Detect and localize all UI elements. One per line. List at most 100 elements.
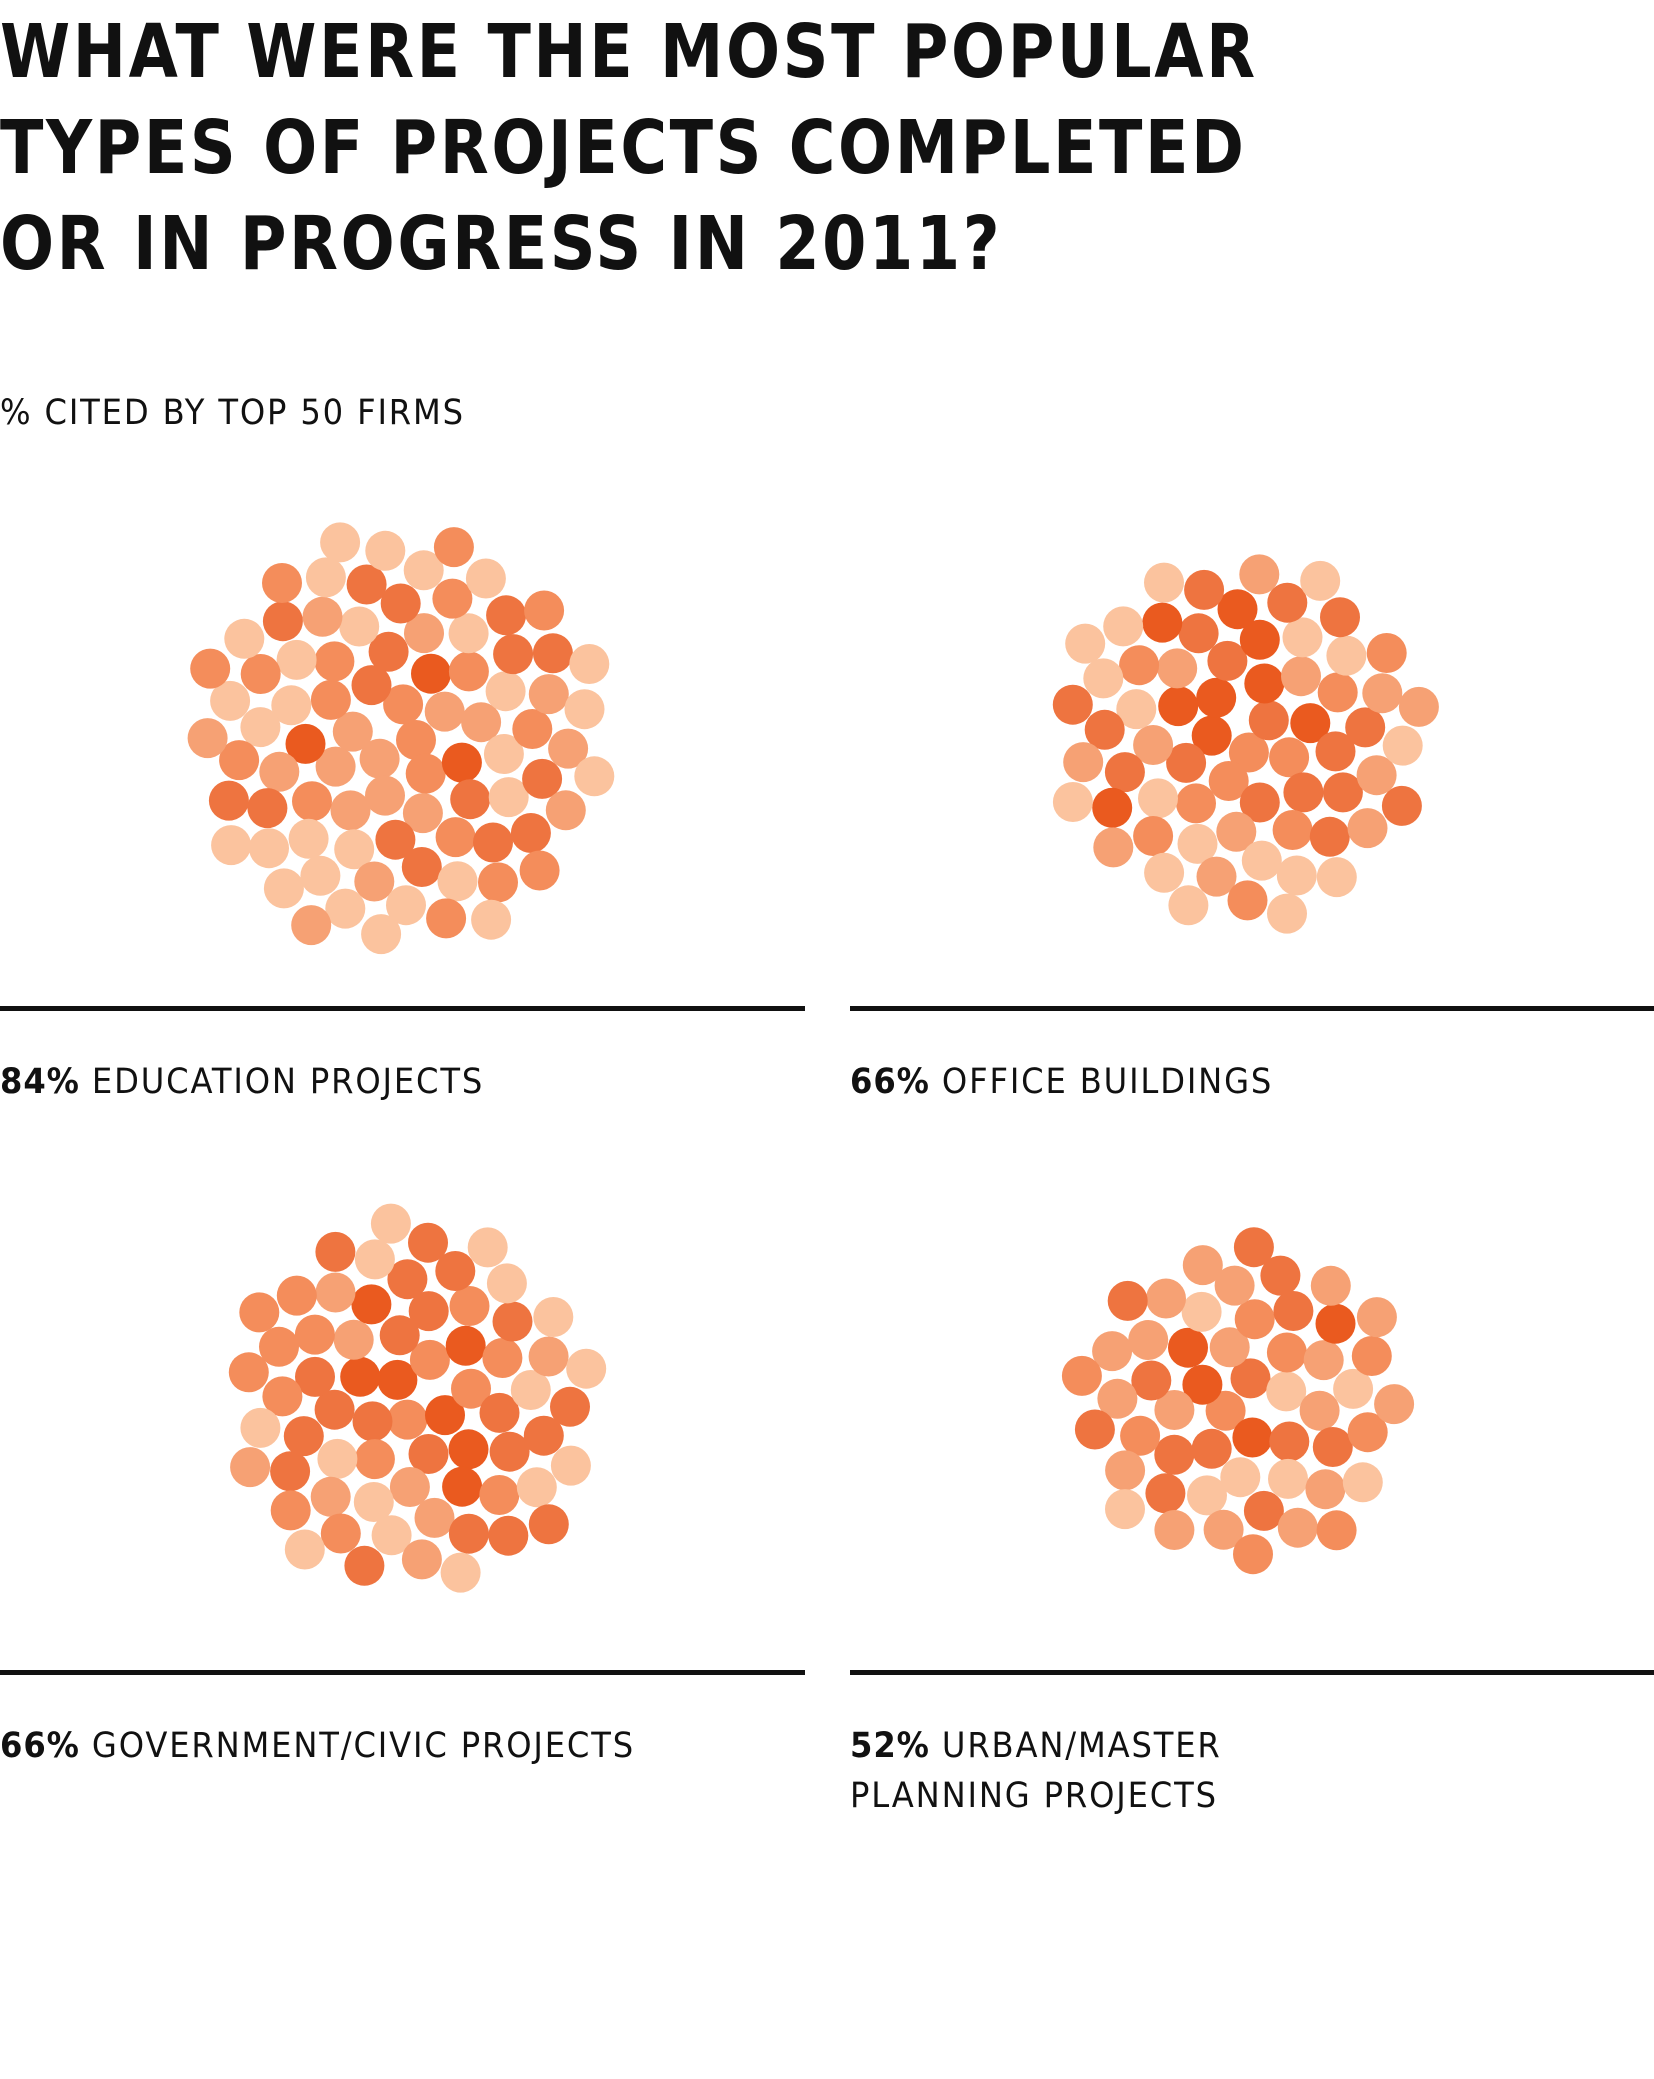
dot-mark: [262, 1376, 303, 1417]
dot-mark: [1312, 1427, 1353, 1467]
dot-mark: [1267, 582, 1308, 623]
title-line-3: OR IN PROGRESS IN 2011?: [0, 201, 1003, 287]
dot-mark: [433, 527, 474, 568]
dot-mark: [387, 1399, 428, 1440]
dot-mark: [1168, 885, 1209, 926]
divider-rule: [850, 1006, 1654, 1011]
dot-mark: [1191, 1428, 1232, 1469]
dot-mark: [276, 1275, 317, 1316]
dot-mark: [240, 707, 281, 748]
dot-mark: [1131, 1360, 1172, 1401]
title-line-1: WHAT WERE THE MOST POPULAR: [0, 9, 1258, 95]
dot-mark: [485, 671, 526, 712]
dot-mark: [435, 1251, 476, 1291]
category-label: EDUCATION PROJECTS: [91, 1062, 485, 1102]
dot-mark: [351, 1284, 392, 1325]
dot-mark: [401, 1539, 442, 1580]
dot-mark: [1146, 1278, 1186, 1319]
dot-mark: [404, 613, 444, 654]
dot-mark: [240, 654, 281, 694]
dot-mark: [1074, 1409, 1115, 1450]
dot-mark: [1120, 1415, 1161, 1456]
dot-mark: [315, 746, 356, 787]
dot-mark: [302, 596, 343, 637]
dot-mark: [411, 653, 451, 694]
dot-mark: [1269, 1421, 1310, 1462]
dot-mark: [1356, 1297, 1397, 1338]
dot-mark: [448, 1513, 489, 1554]
dot-cluster-education: [187, 522, 615, 955]
dot-mark: [1310, 1265, 1351, 1306]
dot-mark: [344, 1545, 385, 1586]
dot-mark: [564, 689, 605, 730]
dot-mark: [271, 685, 312, 726]
dot-mark: [1182, 1245, 1223, 1286]
title-line-2: TYPES OF PROJECTS COMPLETED: [0, 105, 1247, 191]
dot-mark: [386, 885, 426, 926]
dot-mark: [1209, 1327, 1250, 1368]
dot-mark: [524, 590, 565, 631]
dot-mark: [1145, 1473, 1186, 1514]
dot-mark: [1317, 672, 1358, 713]
dot-mark: [283, 1416, 324, 1457]
dot-mark: [473, 822, 513, 863]
dot-mark: [424, 691, 465, 732]
dot-mark: [401, 847, 442, 887]
caption-line-2: PLANNING PROJECTS: [850, 1776, 1218, 1816]
dot-mark: [1182, 1364, 1223, 1405]
dot-mark: [486, 1263, 527, 1304]
dot-mark: [1374, 1384, 1415, 1425]
dot-mark: [435, 817, 476, 858]
dot-mark: [383, 684, 424, 725]
dot-mark: [1398, 686, 1439, 727]
dot-mark: [425, 1395, 465, 1436]
dot-mark: [1154, 1390, 1195, 1430]
chart-panel-education: 84% EDUCATION PROJECTS: [0, 482, 810, 1162]
dot-mark: [1157, 648, 1198, 689]
dot-mark: [1233, 1534, 1273, 1575]
chart-panel-government: 66% GOVERNMENT/CIVIC PROJECTS: [0, 1146, 810, 1826]
dot-mark: [219, 740, 260, 781]
dot-mark: [1347, 808, 1388, 849]
dot-mark: [450, 779, 491, 820]
dot-mark: [1266, 1332, 1307, 1373]
dot-mark: [451, 1368, 491, 1409]
dot-mark: [361, 914, 402, 955]
dot-mark: [380, 583, 421, 624]
chart-caption-urban: 52% URBAN/MASTER PLANNING PROJECTS: [850, 1721, 1222, 1821]
value-label: 52%: [850, 1726, 930, 1766]
dot-mark: [1342, 1462, 1383, 1503]
dot-mark: [389, 1467, 430, 1507]
dot-mark: [230, 1447, 271, 1488]
divider-rule: [850, 1670, 1654, 1675]
dot-mark: [486, 595, 527, 636]
dot-mark: [465, 558, 506, 599]
dot-mark: [489, 1431, 530, 1472]
dot-mark: [1272, 810, 1313, 850]
dot-mark: [1322, 772, 1363, 813]
dot-mark: [1243, 1490, 1284, 1531]
dot-mark: [1133, 816, 1174, 856]
dot-mark: [545, 790, 586, 831]
dot-mark: [408, 1222, 448, 1263]
dot-mark: [1333, 1368, 1374, 1409]
category-label: URBAN/MASTER: [941, 1726, 1222, 1766]
dot-mark: [1239, 554, 1280, 595]
dot-mark: [263, 868, 304, 909]
dot-mark: [1107, 1280, 1148, 1321]
dot-mark: [353, 1482, 394, 1522]
caption-line-1: 52% URBAN/MASTER: [850, 1721, 1222, 1771]
dot-mark: [1168, 1327, 1208, 1368]
dot-mark: [493, 634, 534, 675]
dot-mark: [1061, 1355, 1102, 1396]
dot-mark: [240, 1407, 281, 1448]
dot-mark: [1282, 617, 1323, 658]
dot-mark: [1227, 880, 1268, 921]
dot-mark: [488, 777, 529, 818]
dot-mark: [1309, 816, 1350, 857]
chart-panel-urban: 52% URBAN/MASTER PLANNING PROJECTS: [850, 1146, 1654, 1826]
dot-mark: [441, 742, 482, 783]
dot-mark: [1351, 1336, 1392, 1376]
dot-mark: [305, 557, 346, 598]
dot-mark: [426, 898, 467, 939]
